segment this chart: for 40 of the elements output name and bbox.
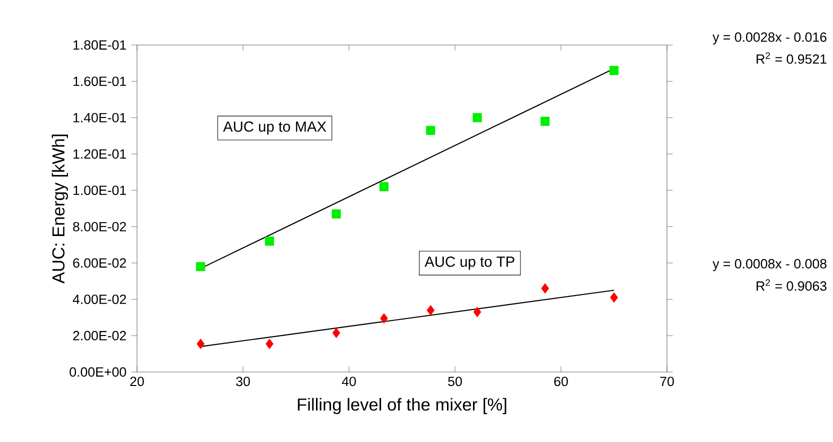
point: [379, 182, 389, 192]
point: [541, 283, 549, 294]
point: [196, 338, 204, 349]
y-tick-label: 6.00E-02: [73, 258, 126, 268]
point: [380, 313, 388, 324]
x-tick-label: 20: [130, 376, 144, 386]
y-tick-label: 1.20E-01: [74, 149, 126, 159]
point: [266, 338, 274, 349]
point: [426, 126, 436, 135]
point: [472, 113, 482, 122]
y-tick-label: 0.00E+00: [70, 367, 126, 377]
text: y = 0.0008x - 0.008: [712, 259, 826, 272]
text: R$^{2}$ = 0.9063: [756, 279, 826, 291]
point: [426, 305, 434, 316]
y-axis-title: AUC: Energy [kWh]: [52, 134, 68, 284]
x-axis-title: Filling level of the mixer [%]: [298, 398, 506, 414]
x-tick-label: 40: [342, 376, 356, 386]
text: R$^{2}$ = 0.9521: [756, 52, 826, 64]
annotation: AUC up to MAX: [223, 121, 326, 135]
point: [196, 262, 206, 272]
point: [264, 236, 274, 246]
y-tick-label: 4.00E-02: [72, 294, 126, 304]
x-tick-label: 60: [554, 376, 568, 386]
x-tick-label: 70: [660, 376, 674, 386]
y-tick-label: 1.40E-01: [74, 112, 126, 122]
y-tick-label: 2.00E-02: [73, 330, 126, 340]
point: [610, 292, 618, 303]
annotation: AUC up to TP: [424, 256, 514, 270]
point: [540, 116, 550, 126]
y-tick-label: 1.00E-01: [74, 186, 126, 196]
point: [609, 66, 619, 75]
y-tick-label: 8.00E-02: [73, 222, 126, 232]
point: [473, 306, 482, 318]
text: y = 0.0028x - 0.016: [712, 32, 826, 44]
x-tick-label: 30: [236, 376, 250, 386]
point: [332, 328, 340, 338]
y-tick-label: 1.60E-01: [74, 76, 126, 86]
y-tick-label: 1.80E-01: [74, 40, 126, 50]
point: [332, 209, 341, 218]
x-tick-label: 50: [448, 376, 462, 386]
